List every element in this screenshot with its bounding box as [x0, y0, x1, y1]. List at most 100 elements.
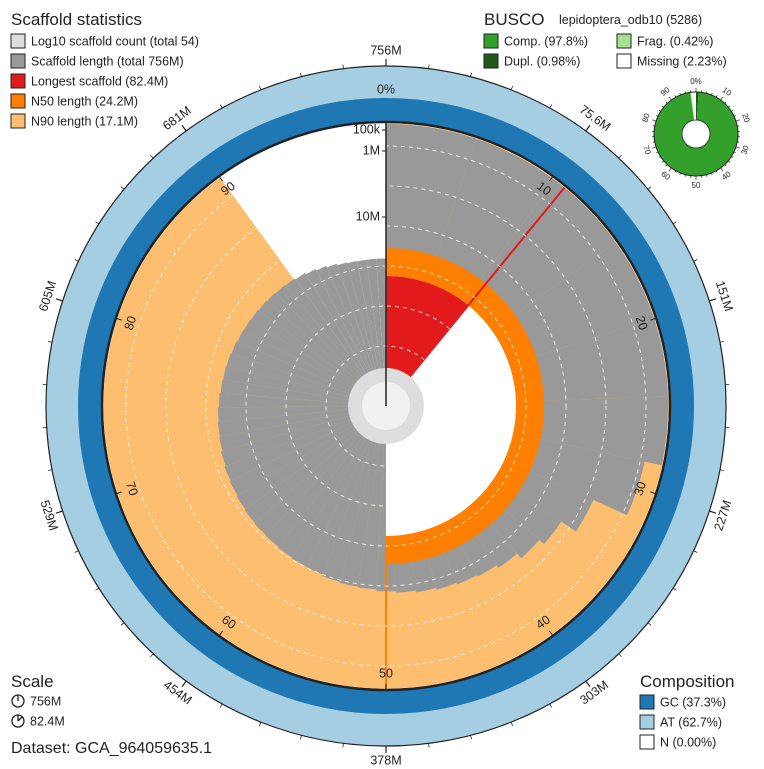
- percent-tick-label: 70: [123, 480, 141, 498]
- outer-minor-tick: [183, 127, 187, 132]
- radial-label: 100k: [353, 122, 381, 136]
- composition-legend-label: N (0.00%): [660, 736, 716, 750]
- legend-swatch: [10, 53, 26, 69]
- busco-legend-swatch: [483, 53, 499, 69]
- busco-tick: [661, 105, 664, 108]
- scale-icon-hand: [17, 716, 23, 722]
- scaffold-length-bar: [305, 268, 386, 406]
- scaffold-length-bar: [254, 406, 386, 536]
- outer-tick-label: 605M: [36, 279, 59, 313]
- scaffold-length-bar: [224, 406, 386, 482]
- composition-legend-swatch: [639, 694, 655, 710]
- outer-minor-tick: [719, 469, 724, 471]
- busco-frag-slice: [690, 92, 695, 121]
- busco-legend-swatch: [616, 53, 632, 69]
- outer-minor-tick: [672, 221, 677, 225]
- percent-tick: [115, 317, 122, 321]
- scaffold-length-bar: [267, 292, 386, 406]
- scale-label: 756M: [30, 695, 61, 709]
- grid-circle: [285, 305, 487, 507]
- busco-tick: [658, 156, 661, 158]
- scaffold-length-bar: [316, 265, 386, 406]
- busco-tick: [735, 119, 740, 122]
- busco-legend: BUSCO lepidoptera_odb10 (5286) Comp. (97…: [483, 10, 727, 69]
- busco-tick-label: 90: [659, 85, 672, 98]
- outer-tick-label: 529M: [38, 498, 61, 532]
- outer-minor-tick: [58, 299, 63, 302]
- composition-legend-swatch: [639, 734, 655, 750]
- busco-tick: [674, 170, 677, 173]
- scale-label: 82.4M: [30, 715, 65, 729]
- scaffold-length-bar: [231, 341, 386, 406]
- percent-tick: [218, 630, 224, 637]
- scaffold-length-bar: [226, 353, 386, 406]
- outer-minor-tick: [470, 735, 472, 740]
- outer-minor-tick: [300, 735, 302, 740]
- scaffold-length-bar: [219, 393, 386, 408]
- outer-minor-tick: [428, 743, 430, 748]
- scaffold-length-bar: [291, 406, 386, 567]
- outer-minor-tick: [549, 104, 553, 109]
- busco-tick: [724, 101, 727, 104]
- outer-minor-tick: [258, 86, 262, 91]
- outer-tick-label: 227M: [711, 498, 734, 532]
- percent-tick: [115, 491, 122, 495]
- composition-legend-swatch: [639, 714, 655, 730]
- outer-minor-tick: [585, 680, 589, 685]
- scaffold-length-bar: [258, 300, 386, 406]
- scaffold-length-bar: [237, 330, 386, 406]
- composition-legend-label: AT (62.7%): [660, 716, 722, 730]
- outer-minor-tick: [618, 154, 622, 159]
- scaffold-length-bar: [265, 406, 386, 547]
- scaffold-length-bar: [250, 309, 386, 406]
- scaffold-length-bar: [244, 406, 386, 523]
- composition-legend: Composition GC (37.3%) AT (62.7%) N (0.00%…: [639, 672, 735, 750]
- scaffold-length-bar: [220, 379, 386, 406]
- busco-legend-label: Frag. (0.42%): [637, 35, 713, 49]
- scaffold-length-bar: [339, 406, 386, 587]
- outer-minor-tick: [719, 341, 724, 343]
- busco-tick: [661, 160, 664, 163]
- busco-tick: [720, 167, 724, 172]
- percent-tick-label: 50: [379, 666, 393, 680]
- outer-minor-tick: [74, 550, 79, 553]
- legend-label: Log10 scaffold count (total 54): [31, 35, 199, 49]
- busco-tick-label: 80: [641, 112, 652, 124]
- busco-tick: [656, 151, 659, 154]
- busco-tick-label: 40: [720, 169, 733, 182]
- busco-tick-label: 30: [739, 144, 750, 156]
- legend-label: Longest scaffold (82.4M): [31, 75, 168, 89]
- outer-minor-tick: [219, 703, 223, 708]
- outer-minor-tick: [585, 127, 589, 132]
- outer-minor-tick: [48, 341, 53, 343]
- radial-labels: 100k 1M 10M: [353, 122, 386, 223]
- outer-minor-tick: [693, 259, 698, 262]
- percent-tick: [548, 630, 554, 637]
- busco-lineage: lepidoptera_odb10 (5286): [559, 13, 702, 27]
- radial-label: 1M: [363, 143, 380, 157]
- outer-minor-tick: [219, 104, 223, 109]
- scaffold-length-bar: [276, 284, 386, 406]
- percent-tick: [650, 491, 657, 495]
- busco-tick-label: 0%: [690, 77, 702, 86]
- snail-plot-area: [45, 65, 727, 747]
- scaffold-length-bar: [295, 272, 386, 406]
- busco-tick: [668, 96, 672, 101]
- outer-minor-tick: [647, 622, 652, 626]
- scaffold-length-bar: [322, 406, 386, 582]
- percent-tick: [218, 175, 224, 182]
- scale-legend: Scale 756M 82.4M Dataset: GCA_964059635.1: [11, 672, 212, 757]
- busco-tick: [679, 172, 681, 176]
- scaffold-length-bar: [229, 406, 386, 496]
- scaffold-length-bar: [223, 366, 386, 406]
- grid-circle: [205, 225, 567, 587]
- scaffold-legend-title: Scaffold statistics: [11, 10, 142, 29]
- outer-minor-tick: [428, 64, 430, 69]
- scale-legend-title: Scale: [11, 672, 54, 691]
- busco-legend-swatch: [483, 33, 499, 49]
- composition-legend-label: GC (37.3%): [660, 696, 726, 710]
- legend-swatch: [10, 93, 26, 109]
- busco-complete-slice: [654, 92, 739, 177]
- outer-minor-tick: [672, 587, 677, 591]
- busco-inner-circle: [681, 119, 711, 149]
